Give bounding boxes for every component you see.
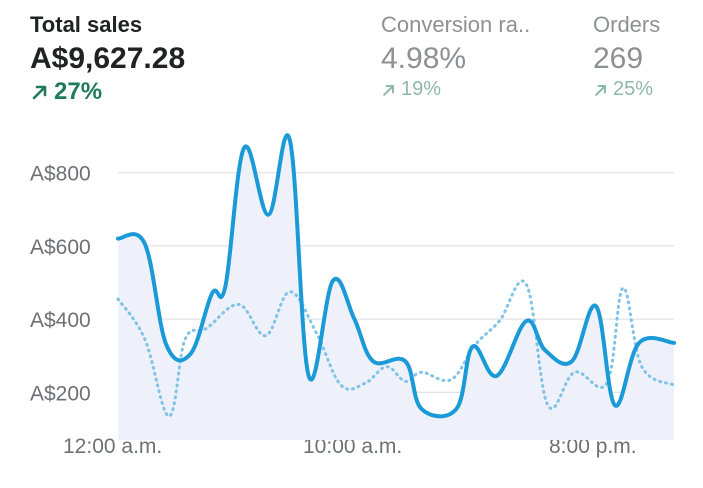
arrow-up-right-icon	[383, 84, 395, 96]
y-tick-label: A$600	[30, 236, 91, 259]
conversion-rate-metric[interactable]: Conversion ra.. 4.98% 19%	[381, 12, 566, 101]
orders-value: 269	[593, 42, 644, 75]
conversion-rate-label: Conversion ra..	[381, 12, 531, 37]
y-tick-label: A$400	[30, 309, 91, 332]
total-sales-label: Total sales	[30, 12, 143, 37]
total-sales-change-value: 27%	[54, 78, 103, 105]
total-sales-change: 27%	[30, 78, 185, 106]
primary-series-line	[116, 133, 676, 419]
x-tick-label: 12:00 a.m.	[63, 435, 162, 458]
total-sales-value: A$9,627.28	[30, 42, 186, 75]
x-axis: 12:00 a.m. 10:00 a.m. 8:00 p.m.	[63, 435, 637, 458]
orders-change: 25%	[593, 78, 660, 101]
y-axis: A$200 A$400 A$600 A$800	[30, 163, 91, 406]
conversion-rate-change-value: 19%	[401, 78, 442, 100]
y-tick-label: A$800	[30, 163, 91, 186]
arrow-up-right-icon	[32, 85, 47, 100]
orders-label: Orders	[593, 12, 661, 37]
conversion-rate-change: 19%	[381, 78, 566, 101]
primary-series-area	[118, 135, 674, 440]
total-sales-metric[interactable]: Total sales A$9,627.28 27%	[30, 12, 185, 106]
y-tick-label: A$200	[30, 382, 91, 405]
conversion-rate-value: 4.98%	[381, 42, 467, 75]
orders-change-value: 25%	[613, 78, 654, 100]
arrow-up-right-icon	[595, 84, 607, 96]
x-tick-label: 10:00 a.m.	[303, 435, 402, 458]
x-tick-label: 8:00 p.m.	[549, 435, 637, 458]
orders-metric[interactable]: Orders 269 25%	[593, 12, 660, 101]
